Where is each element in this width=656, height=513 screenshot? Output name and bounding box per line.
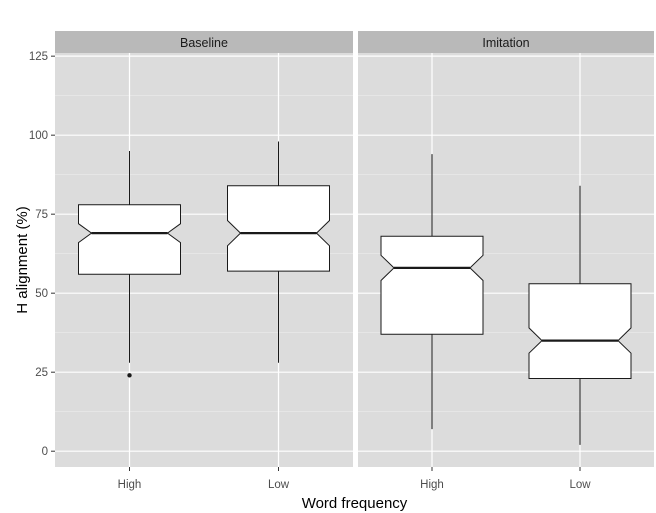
box-body [227, 185, 330, 272]
box-low [528, 185, 632, 445]
box-high [380, 154, 484, 430]
facet-strip [55, 31, 353, 53]
facets-layer: Baseline High Low Imitation High Low [55, 31, 654, 491]
y-tick-label: 50 [35, 288, 48, 300]
x-tick-label: High [420, 479, 444, 491]
y-axis-title: H alignment (%) [14, 206, 31, 314]
y-tick-label: 100 [29, 130, 48, 142]
outlier-point [127, 373, 132, 378]
box-body [528, 283, 632, 379]
box-body [380, 235, 484, 335]
facet-panel-0: Baseline High Low [55, 31, 353, 491]
y-tick-label: 75 [35, 209, 48, 221]
facet-panel-1: Imitation High Low [358, 31, 654, 491]
x-tick-label: High [118, 479, 142, 491]
y-tick-label: 25 [35, 367, 48, 379]
facet-strip-label: Baseline [180, 36, 228, 50]
box-high [78, 150, 181, 378]
facet-strip-label: Imitation [482, 36, 529, 50]
x-axis-title: Word frequency [302, 495, 408, 512]
x-tick-label: Low [569, 479, 591, 491]
box-body [78, 204, 181, 275]
y-tick-label: 125 [29, 51, 48, 63]
x-tick-label: Low [268, 479, 290, 491]
facet-strip [358, 31, 654, 53]
box-low [227, 141, 330, 363]
y-axis: 0 25 50 75 100 125 [29, 51, 55, 458]
y-tick-label: 0 [42, 446, 48, 458]
